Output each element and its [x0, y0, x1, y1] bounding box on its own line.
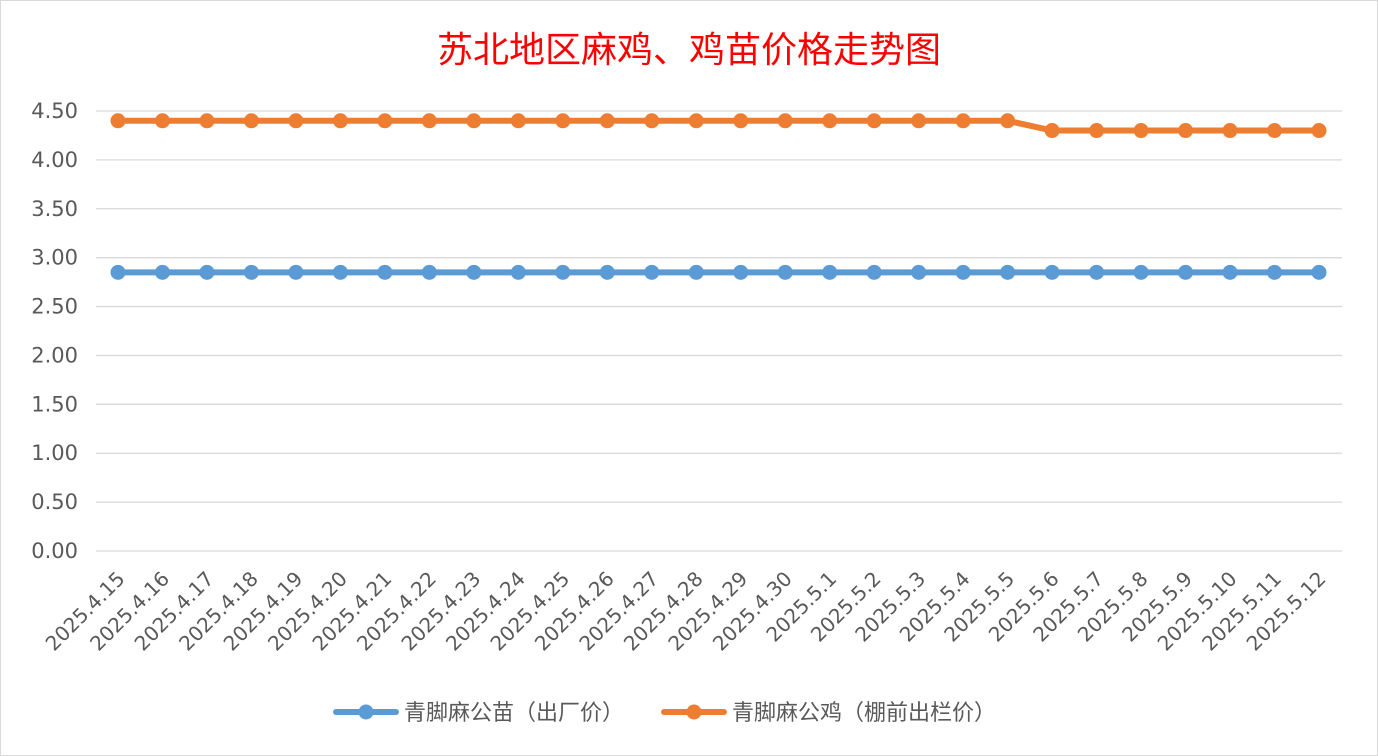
y-tick-label: 2.00 — [31, 343, 78, 367]
data-point — [911, 264, 927, 280]
data-point — [332, 113, 348, 129]
data-point — [377, 113, 393, 129]
data-point — [911, 113, 927, 129]
data-point — [688, 113, 704, 129]
data-point — [955, 264, 971, 280]
x-axis-ticks: 2025.4.152025.4.162025.4.172025.4.182025… — [41, 567, 1331, 656]
y-tick-label: 1.50 — [31, 392, 78, 416]
y-tick-label: 3.00 — [31, 246, 78, 270]
data-point — [1133, 123, 1149, 139]
data-point — [1311, 264, 1327, 280]
legend-item: 青脚麻公鸡（棚前出栏价） — [661, 701, 996, 726]
data-point — [866, 113, 882, 129]
data-point — [1267, 123, 1283, 139]
legend: 青脚麻公苗（出厂价） 青脚麻公鸡（棚前出栏价） — [333, 701, 996, 726]
data-point — [288, 264, 304, 280]
data-point — [822, 113, 838, 129]
series-1 — [110, 264, 1327, 280]
data-point — [822, 264, 838, 280]
data-point — [199, 264, 215, 280]
series-2 — [110, 113, 1327, 139]
data-point — [110, 264, 126, 280]
data-point — [1000, 264, 1016, 280]
data-point — [777, 113, 793, 129]
data-point — [1267, 264, 1283, 280]
data-point — [1133, 264, 1149, 280]
y-tick-label: 0.00 — [31, 539, 78, 563]
data-point — [555, 113, 571, 129]
data-point — [1000, 113, 1016, 129]
legend-swatch-marker — [358, 704, 374, 720]
data-point — [644, 264, 660, 280]
data-point — [288, 113, 304, 129]
data-point — [1089, 123, 1105, 139]
data-point — [510, 113, 526, 129]
y-tick-label: 4.00 — [31, 148, 78, 172]
data-point — [1089, 264, 1105, 280]
data-point — [1222, 123, 1238, 139]
y-tick-label: 0.50 — [31, 490, 78, 514]
data-point — [777, 264, 793, 280]
data-point — [866, 264, 882, 280]
data-point — [110, 113, 126, 129]
data-point — [377, 264, 393, 280]
chart-title: 苏北地区麻鸡、鸡苗价格走势图 — [437, 30, 941, 71]
y-tick-label: 3.50 — [31, 197, 78, 221]
data-point — [1222, 264, 1238, 280]
data-point — [421, 113, 437, 129]
data-point — [332, 264, 348, 280]
data-point — [466, 113, 482, 129]
y-tick-label: 2.50 — [31, 295, 78, 319]
series-group — [110, 113, 1327, 280]
data-point — [555, 264, 571, 280]
data-point — [243, 113, 259, 129]
data-point — [599, 113, 615, 129]
data-point — [733, 113, 749, 129]
legend-item: 青脚麻公苗（出厂价） — [333, 701, 624, 726]
data-point — [421, 264, 437, 280]
series-line — [115, 117, 1322, 134]
data-point — [199, 113, 215, 129]
data-point — [1044, 264, 1060, 280]
data-point — [1178, 264, 1194, 280]
data-point — [154, 264, 170, 280]
legend-swatch-marker — [686, 704, 702, 720]
data-point — [733, 264, 749, 280]
data-point — [1311, 123, 1327, 139]
data-point — [243, 264, 259, 280]
data-point — [644, 113, 660, 129]
legend-label: 青脚麻公鸡（棚前出栏价） — [732, 701, 996, 726]
data-point — [1044, 123, 1060, 139]
data-point — [1178, 123, 1194, 139]
legend-label: 青脚麻公苗（出厂价） — [404, 701, 624, 726]
y-tick-label: 1.00 — [31, 441, 78, 465]
y-tick-label: 4.50 — [31, 99, 78, 123]
data-point — [599, 264, 615, 280]
data-point — [688, 264, 704, 280]
data-point — [510, 264, 526, 280]
data-point — [466, 264, 482, 280]
data-point — [154, 113, 170, 129]
y-axis-ticks: 0.00 0.50 1.00 1.50 2.00 2.50 3.00 3.50 4.00 4.50 — [31, 99, 78, 563]
gridlines — [96, 110, 1342, 552]
data-point — [955, 113, 971, 129]
